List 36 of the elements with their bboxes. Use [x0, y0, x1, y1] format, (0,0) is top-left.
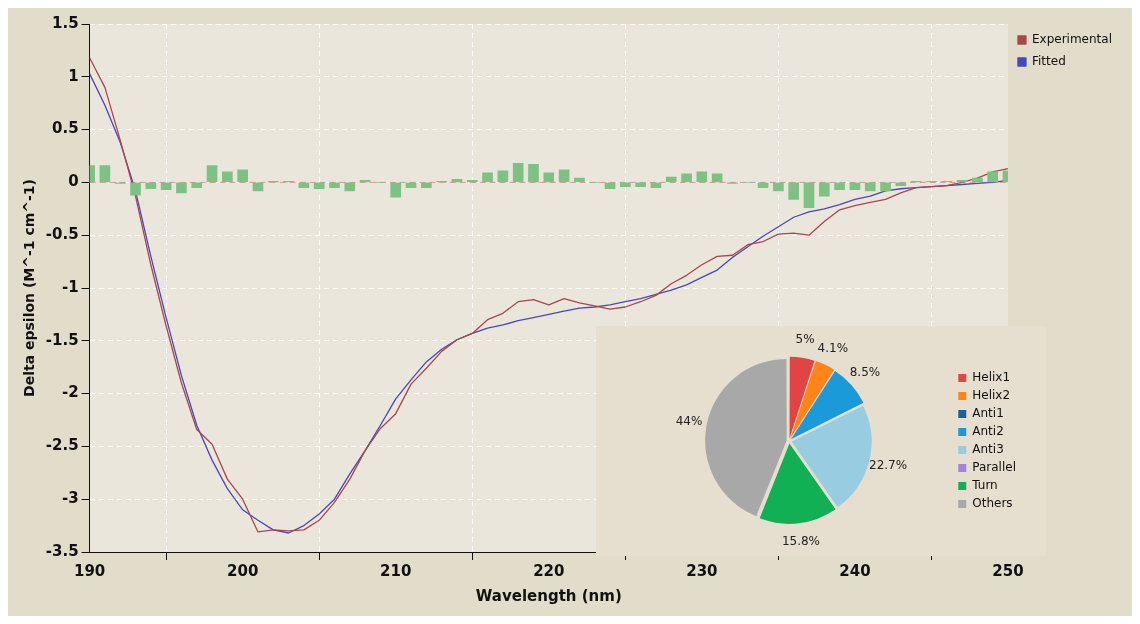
legend-label: Anti1	[972, 406, 1004, 421]
y-tick-label: -1	[61, 277, 79, 296]
x-tick-label: 220	[533, 561, 565, 580]
legend-label: Helix1	[972, 370, 1011, 385]
data-label: 4.1%	[817, 340, 849, 355]
y-tick-label: 0.5	[52, 119, 79, 138]
legend-label: Fitted	[1031, 54, 1066, 69]
data-label: 8.5%	[849, 364, 881, 379]
y-tick-label: 1.5	[52, 13, 79, 32]
y-tick-label: 1	[68, 66, 79, 85]
data-label: 44%	[675, 413, 703, 428]
legend-label: Experimental	[1031, 32, 1113, 47]
data-label: 15.8%	[781, 534, 821, 549]
x-tick-label: 230	[686, 561, 718, 580]
legend-label: Helix2	[972, 388, 1011, 403]
y-tick-label: -1.5	[45, 330, 79, 349]
data-label: 22.7%	[869, 458, 908, 472]
legend-label: Turn	[971, 478, 998, 493]
x-tick-label: 250	[992, 561, 1024, 580]
y-tick-label: -2	[61, 383, 79, 402]
x-tick-label: 240	[839, 561, 871, 580]
x-tick-label: 200	[227, 561, 259, 580]
y-axis-title: Delta epsilon (M^-1 cm^-1)	[21, 179, 38, 397]
legend-label: Parallel	[972, 460, 1017, 475]
legend-label: Anti2	[972, 424, 1004, 439]
data-label: 5%	[795, 332, 815, 347]
x-axis-title: Wavelength (nm)	[475, 586, 622, 605]
y-tick-label: 0	[68, 172, 79, 191]
y-tick-label: -0.5	[45, 225, 79, 244]
legend-label: Anti3	[972, 442, 1004, 457]
y-tick-label: -2.5	[45, 436, 79, 455]
x-tick-label: 190	[73, 561, 106, 580]
x-tick-label: 210	[380, 561, 412, 580]
y-tick-label: -3.5	[45, 541, 79, 560]
y-tick-label: -3	[61, 489, 79, 508]
legend-label: Others	[972, 496, 1013, 511]
